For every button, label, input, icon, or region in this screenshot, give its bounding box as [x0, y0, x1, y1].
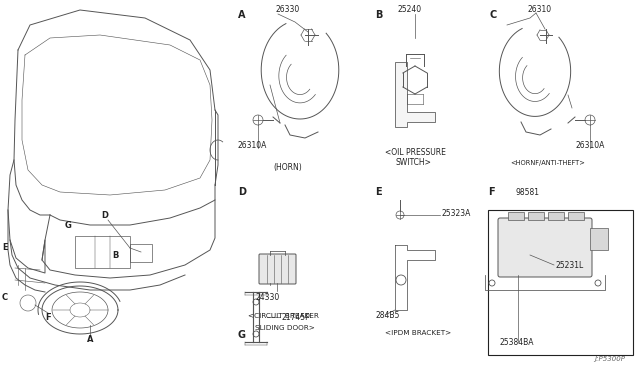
FancyBboxPatch shape	[498, 218, 592, 277]
Text: A: A	[87, 336, 93, 344]
Text: 284B5: 284B5	[375, 311, 399, 320]
Polygon shape	[395, 62, 435, 127]
Text: <HORNF/ANTI-THEFT>: <HORNF/ANTI-THEFT>	[510, 160, 585, 166]
Text: (HORN): (HORN)	[274, 163, 302, 172]
Text: D: D	[102, 211, 109, 219]
Text: C: C	[490, 10, 497, 20]
Bar	[130, 244, 152, 262]
Text: 26330: 26330	[275, 5, 300, 14]
Text: SWITCH>: SWITCH>	[395, 158, 431, 167]
Text: <OIL PRESSURE: <OIL PRESSURE	[385, 148, 446, 157]
Text: F: F	[488, 187, 495, 197]
Text: 24330: 24330	[255, 293, 279, 302]
Text: G: G	[65, 221, 72, 230]
Text: <CIRCUIT BREAKER: <CIRCUIT BREAKER	[248, 313, 319, 319]
FancyBboxPatch shape	[259, 254, 296, 284]
Text: E: E	[2, 244, 8, 253]
Text: 25323A: 25323A	[442, 208, 472, 218]
Bar	[528, 212, 544, 220]
Text: J:P5300P: J:P5300P	[594, 356, 625, 362]
Bar	[568, 212, 584, 220]
Text: 98581: 98581	[515, 188, 539, 197]
Text: 25384BA: 25384BA	[500, 338, 534, 347]
Text: SLIDING DOOR>: SLIDING DOOR>	[255, 325, 315, 331]
Text: 26310A: 26310A	[575, 141, 604, 150]
Bar	[75, 236, 130, 268]
Bar	[508, 212, 524, 220]
Text: <IPDM BRACKET>: <IPDM BRACKET>	[385, 330, 451, 336]
Text: G: G	[238, 330, 246, 340]
Text: 25240: 25240	[397, 5, 421, 14]
Text: E: E	[375, 187, 381, 197]
Text: 26310A: 26310A	[238, 141, 268, 150]
Bar	[548, 212, 564, 220]
Bar	[488, 210, 633, 355]
Text: 26310: 26310	[527, 5, 551, 14]
Text: 25231L: 25231L	[555, 261, 583, 270]
Text: D: D	[238, 187, 246, 197]
Text: F: F	[45, 314, 51, 323]
Text: B: B	[375, 10, 382, 20]
Text: C: C	[2, 294, 8, 302]
Text: B: B	[112, 250, 118, 260]
Bar	[590, 228, 608, 250]
Text: 21745P: 21745P	[282, 312, 311, 321]
Text: A: A	[238, 10, 246, 20]
